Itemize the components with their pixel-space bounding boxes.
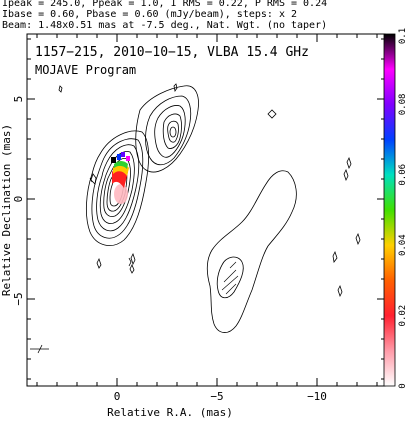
plot-title: 1157−215, 2010−10−15, VLBA 15.4 GHz xyxy=(35,45,309,60)
y-axis-label: Relative Declination (mas) xyxy=(0,124,13,296)
beam-marker xyxy=(30,344,49,354)
x-tick-label-0: 0 xyxy=(114,390,121,403)
y-tick-label-1: 0 xyxy=(12,196,25,203)
colorbar-tick-label-2: 0.04 xyxy=(398,234,408,256)
colorbar-tick-label-5: 0.1 xyxy=(398,28,408,44)
x-ticks xyxy=(36,34,378,386)
knot-contours xyxy=(135,85,199,173)
colorbar-tick-label-3: 0.06 xyxy=(398,164,408,186)
noise-contours xyxy=(58,83,361,298)
y-tick-label-0: 5 xyxy=(12,96,25,103)
map-content xyxy=(30,83,361,354)
colorbar-tick-label-4: 0.08 xyxy=(398,94,408,116)
header-line-1: Ipeak = 245.0, Ppeak = 1.0, I RMS = 0.22… xyxy=(2,0,328,9)
hatch-marks xyxy=(221,261,239,295)
plot-subtitle: MOJAVE Program xyxy=(35,63,136,77)
colorbar xyxy=(383,33,396,387)
contour-lower-jet-outer xyxy=(206,170,297,333)
plot-frame xyxy=(26,33,386,387)
x-tick-label-2: −10 xyxy=(307,390,327,403)
y-ticks xyxy=(27,38,385,380)
colorbar-tick-label-1: 0.02 xyxy=(398,305,408,327)
header-line-2: Ibase = 0.60, Pbase = 0.60 (mJy/beam), s… xyxy=(2,9,298,20)
contour-lower-jet-inner xyxy=(216,256,244,299)
x-axis-label: Relative R.A. (mas) xyxy=(107,406,233,419)
y-tick-label-2: −5 xyxy=(12,292,25,305)
x-tick-label-1: −5 xyxy=(210,390,223,403)
colorbar-tick-label-0: 0 xyxy=(398,383,408,388)
polarization-blob xyxy=(111,152,130,204)
header-line-3: Beam: 1.48x0.51 mas at -7.5 deg., Nat. W… xyxy=(2,20,328,31)
